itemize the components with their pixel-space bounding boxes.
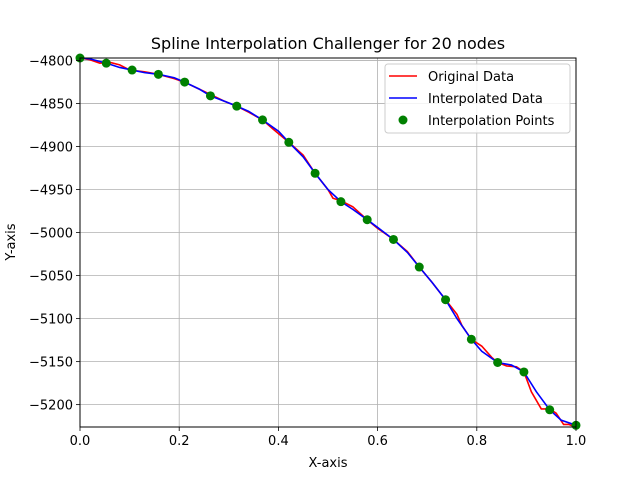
x-axis-label: X-axis (309, 456, 348, 471)
interpolation-point (414, 262, 424, 272)
y-tick-label: −5200 (29, 399, 73, 414)
interpolation-point (284, 137, 294, 147)
interpolated-data-line (80, 58, 576, 427)
interpolation-point (362, 215, 372, 225)
legend-box (384, 63, 571, 134)
y-tick-label: −5000 (29, 227, 73, 242)
x-tick-label: 0.4 (268, 434, 289, 449)
y-tick-label: −4900 (29, 141, 73, 156)
interpolation-point (153, 69, 163, 79)
y-axis-label: Y-axis (4, 223, 19, 261)
interpolation-point (205, 91, 215, 101)
y-tick-label: −5150 (29, 356, 73, 371)
x-tick-label: 0.0 (70, 434, 91, 449)
legend-swatch (398, 115, 408, 125)
interpolation-point (519, 367, 529, 377)
interpolation-point (258, 115, 268, 125)
legend-label: Interpolation Points (428, 114, 555, 129)
plot-frame (79, 57, 577, 428)
interpolation-point (336, 197, 346, 207)
interpolation-point (180, 77, 190, 87)
y-tick-label: −4800 (29, 55, 73, 70)
chart-title: Spline Interpolation Challenger for 20 n… (151, 34, 505, 53)
interpolation-point (127, 65, 137, 75)
legend: Original Data Interpolated Data Interpolat… (384, 63, 571, 134)
legend-label: Original Data (428, 70, 514, 85)
x-tick-label: 0.2 (169, 434, 190, 449)
legend-label: Interpolated Data (428, 92, 543, 107)
y-tick-label: −5050 (29, 270, 73, 285)
y-tick-label: −5100 (29, 313, 73, 328)
x-tick-label: 0.8 (466, 434, 487, 449)
y-tick-label: −4950 (29, 184, 73, 199)
interpolation-point (441, 295, 451, 305)
axis-ticks: 0.0 0.2 0.4 0.6 0.8 1.0 −4800 −4850 −4900 −4950 −5… (29, 55, 586, 449)
interpolation-point (493, 357, 503, 367)
interpolation-point (388, 234, 398, 244)
interpolation-point (310, 168, 320, 178)
interpolation-point (545, 405, 555, 415)
x-tick-label: 1.0 (566, 434, 587, 449)
interpolation-point (101, 58, 111, 68)
interpolation-point (232, 101, 242, 111)
interpolation-point (466, 334, 476, 344)
plot-data (75, 53, 581, 430)
x-tick-label: 0.6 (367, 434, 388, 449)
y-tick-label: −4850 (29, 98, 73, 113)
